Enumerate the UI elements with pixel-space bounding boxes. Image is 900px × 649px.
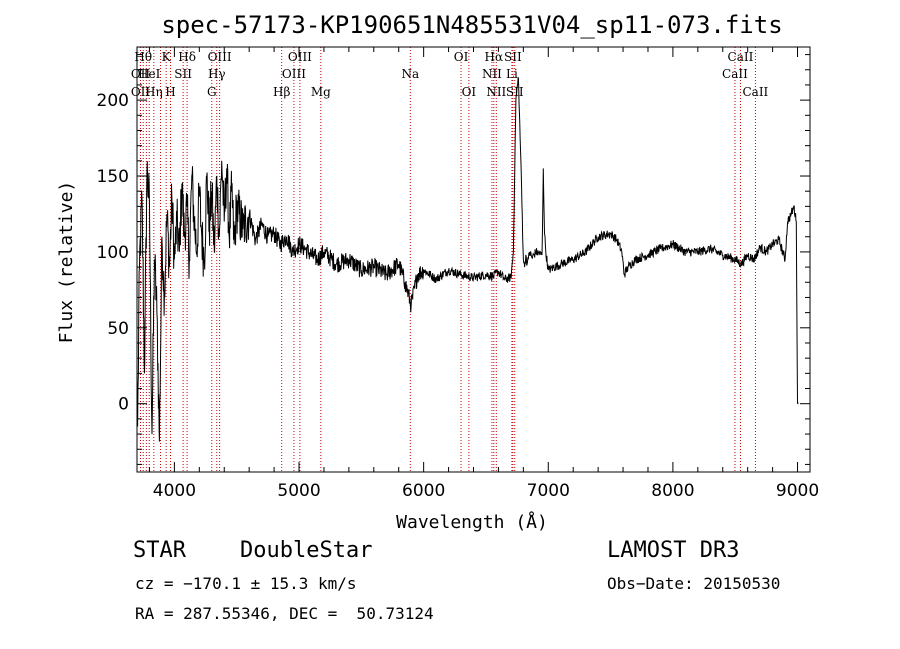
line-label-li: Li <box>506 67 518 81</box>
line-label-sii: SII <box>174 67 192 81</box>
line-label-hγ: Hγ <box>208 67 226 81</box>
y-tick-label-0: 0 <box>118 395 129 415</box>
line-label-nii: NII <box>482 67 502 81</box>
line-label-h: H <box>165 85 175 99</box>
line-label-oiii: OIII <box>282 67 306 81</box>
line-label-hei: HeI <box>138 67 161 81</box>
line-label-oi: OI <box>454 50 469 64</box>
line-label-g: G <box>207 85 217 99</box>
line-label-sii: SII <box>506 85 524 99</box>
object-subclass: DoubleStar <box>240 538 373 563</box>
x-tick-label-9000: 9000 <box>776 481 819 501</box>
axes: 4000 5000 6000 7000 8000 9000 0 50 100 150 200 <box>97 47 819 501</box>
line-label-mg: Mg <box>311 85 331 99</box>
line-label-nii: NII <box>486 85 506 99</box>
series-group <box>137 77 799 442</box>
line-label-oii: OII <box>131 85 151 99</box>
chart-title: spec-57173-KP190651N485531V04_sp11-073.f… <box>161 11 782 39</box>
y-tick-label-50: 50 <box>107 319 129 339</box>
object-class: STAR <box>133 538 186 563</box>
line-label-hδ: Hδ <box>178 50 196 64</box>
line-label-caii: CaII <box>728 50 754 64</box>
redshift-cz: cz = −170.1 ± 15.3 km/s <box>135 574 357 593</box>
survey-name: LAMOST DR3 <box>607 538 740 563</box>
line-label-oii: OII <box>131 67 151 81</box>
y-tick-label-100: 100 <box>97 243 129 263</box>
line-label-hη: Hη <box>145 85 163 99</box>
x-tick-label-4000: 4000 <box>153 481 196 501</box>
line-label-hθ: Hθ <box>134 50 152 64</box>
x-tick-label-7000: 7000 <box>527 481 570 501</box>
y-axis-label: Flux (relative) <box>56 181 77 344</box>
line-label-na: Na <box>401 67 419 81</box>
plot-frame <box>136 46 811 473</box>
line-label-k: K <box>162 50 172 64</box>
line-label-caii: CaII <box>722 67 748 81</box>
y-tick-label-150: 150 <box>97 167 129 187</box>
line-label-oiii: OIII <box>288 50 312 64</box>
line-label-caii: CaII <box>742 85 768 99</box>
x-axis-label: Wavelength (Å) <box>396 511 548 533</box>
x-tick-label-8000: 8000 <box>651 481 694 501</box>
spectral-line-markers <box>139 47 756 472</box>
line-label-hα: Hα <box>485 50 504 64</box>
ra-dec-coordinates: RA = 287.55346, DEC = 50.73124 <box>135 604 434 623</box>
line-label-oiii: OIII <box>208 50 232 64</box>
x-tick-label-5000: 5000 <box>277 481 320 501</box>
series-flux <box>137 77 799 442</box>
x-tick-label-6000: 6000 <box>402 481 445 501</box>
line-label-hβ: Hβ <box>273 85 290 99</box>
line-label-oi: OI <box>462 85 477 99</box>
y-tick-label-200: 200 <box>97 91 129 111</box>
observation-date: Obs−Date: 20150530 <box>607 574 781 593</box>
line-label-sii: SII <box>504 50 522 64</box>
